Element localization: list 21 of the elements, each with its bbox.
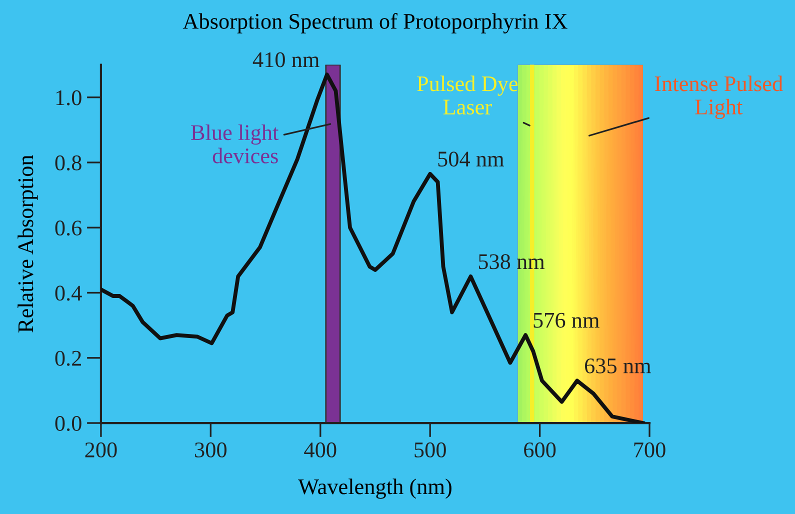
x-tick-label: 600 <box>524 442 556 458</box>
band-label: Blue light devices <box>191 124 279 164</box>
x-tick-label: 300 <box>195 442 226 458</box>
y-tick-label: 0.8 <box>55 155 82 170</box>
x-axis-title: Wavelength (nm) <box>298 478 452 499</box>
annotation: 410 nm <box>252 52 320 68</box>
y-tick-label: 0.4 <box>55 286 82 301</box>
chart-title: Absorption Spectrum of Protoporphyrin IX <box>182 13 568 34</box>
band-label: Intense Pulsed Light <box>654 76 783 120</box>
y-axis-title: Relative Absorption <box>18 155 38 332</box>
x-tick-label: 500 <box>414 442 446 458</box>
x-tick-label: 400 <box>304 442 336 458</box>
x-tick-label: 200 <box>85 442 117 458</box>
y-tick-label: 1.0 <box>56 90 82 106</box>
y-tick-label: 0.2 <box>55 350 81 366</box>
ref-line-label: Pulsed Dye Laser <box>417 76 518 115</box>
y-tick-label: 0.6 <box>55 220 82 236</box>
annotation: 504 nm <box>438 152 504 167</box>
annotation: 576 nm <box>534 312 600 328</box>
x-tick-label: 700 <box>634 442 666 458</box>
y-tick-label: 0.0 <box>55 416 82 432</box>
